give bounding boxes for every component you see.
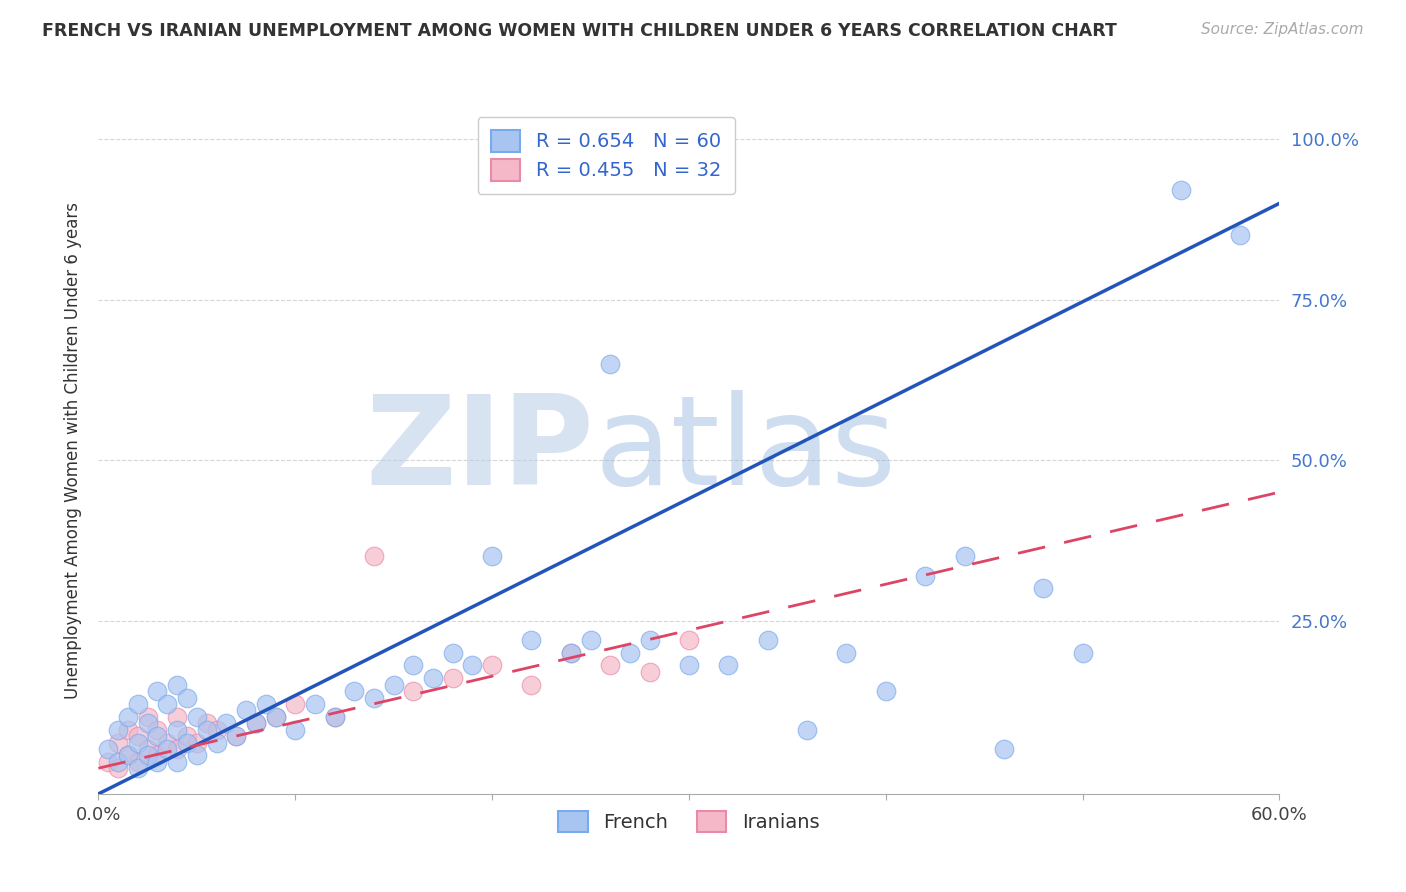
Point	[678, 632, 700, 647]
Point	[156, 742, 179, 756]
Point	[186, 735, 208, 749]
Point	[402, 684, 425, 698]
Point	[1229, 228, 1251, 243]
Point	[402, 658, 425, 673]
Point	[304, 697, 326, 711]
Point	[953, 549, 976, 564]
Point	[156, 697, 179, 711]
Point	[117, 723, 139, 737]
Point	[107, 723, 129, 737]
Point	[117, 710, 139, 724]
Point	[264, 710, 287, 724]
Point	[136, 748, 159, 763]
Point	[127, 761, 149, 775]
Y-axis label: Unemployment Among Women with Children Under 6 years: Unemployment Among Women with Children U…	[63, 202, 82, 699]
Point	[1071, 646, 1094, 660]
Point	[107, 761, 129, 775]
Point	[619, 646, 641, 660]
Point	[264, 710, 287, 724]
Point	[166, 742, 188, 756]
Point	[136, 716, 159, 731]
Point	[461, 658, 484, 673]
Legend: French, Iranians: French, Iranians	[544, 797, 834, 846]
Point	[382, 678, 405, 692]
Point	[520, 678, 543, 692]
Point	[993, 742, 1015, 756]
Point	[136, 742, 159, 756]
Point	[127, 729, 149, 743]
Point	[195, 723, 218, 737]
Point	[225, 729, 247, 743]
Point	[235, 703, 257, 717]
Point	[835, 646, 858, 660]
Point	[638, 632, 661, 647]
Point	[599, 357, 621, 371]
Point	[796, 723, 818, 737]
Point	[127, 755, 149, 769]
Point	[146, 755, 169, 769]
Point	[225, 729, 247, 743]
Point	[560, 646, 582, 660]
Point	[215, 716, 238, 731]
Point	[323, 710, 346, 724]
Point	[678, 658, 700, 673]
Point	[117, 748, 139, 763]
Point	[127, 697, 149, 711]
Point	[422, 671, 444, 685]
Point	[599, 658, 621, 673]
Point	[1032, 582, 1054, 596]
Point	[579, 632, 602, 647]
Point	[205, 723, 228, 737]
Point	[166, 755, 188, 769]
Point	[1170, 184, 1192, 198]
Point	[166, 723, 188, 737]
Text: ZIP: ZIP	[366, 390, 595, 511]
Point	[146, 729, 169, 743]
Point	[195, 716, 218, 731]
Point	[97, 742, 120, 756]
Point	[146, 723, 169, 737]
Point	[107, 755, 129, 769]
Point	[638, 665, 661, 679]
Text: atlas: atlas	[595, 390, 897, 511]
Point	[254, 697, 277, 711]
Point	[146, 748, 169, 763]
Point	[166, 710, 188, 724]
Point	[146, 684, 169, 698]
Point	[186, 710, 208, 724]
Point	[323, 710, 346, 724]
Point	[176, 735, 198, 749]
Point	[245, 716, 267, 731]
Point	[186, 748, 208, 763]
Point	[441, 646, 464, 660]
Point	[363, 549, 385, 564]
Point	[520, 632, 543, 647]
Point	[176, 690, 198, 705]
Point	[756, 632, 779, 647]
Text: Source: ZipAtlas.com: Source: ZipAtlas.com	[1201, 22, 1364, 37]
Point	[914, 568, 936, 582]
Point	[717, 658, 740, 673]
Point	[127, 735, 149, 749]
Point	[176, 729, 198, 743]
Point	[363, 690, 385, 705]
Point	[205, 735, 228, 749]
Point	[343, 684, 366, 698]
Point	[284, 723, 307, 737]
Point	[156, 735, 179, 749]
Point	[481, 658, 503, 673]
Point	[166, 678, 188, 692]
Point	[245, 716, 267, 731]
Point	[441, 671, 464, 685]
Point	[875, 684, 897, 698]
Point	[560, 646, 582, 660]
Point	[107, 735, 129, 749]
Text: FRENCH VS IRANIAN UNEMPLOYMENT AMONG WOMEN WITH CHILDREN UNDER 6 YEARS CORRELATI: FRENCH VS IRANIAN UNEMPLOYMENT AMONG WOM…	[42, 22, 1116, 40]
Point	[284, 697, 307, 711]
Point	[481, 549, 503, 564]
Point	[136, 710, 159, 724]
Point	[97, 755, 120, 769]
Point	[117, 748, 139, 763]
